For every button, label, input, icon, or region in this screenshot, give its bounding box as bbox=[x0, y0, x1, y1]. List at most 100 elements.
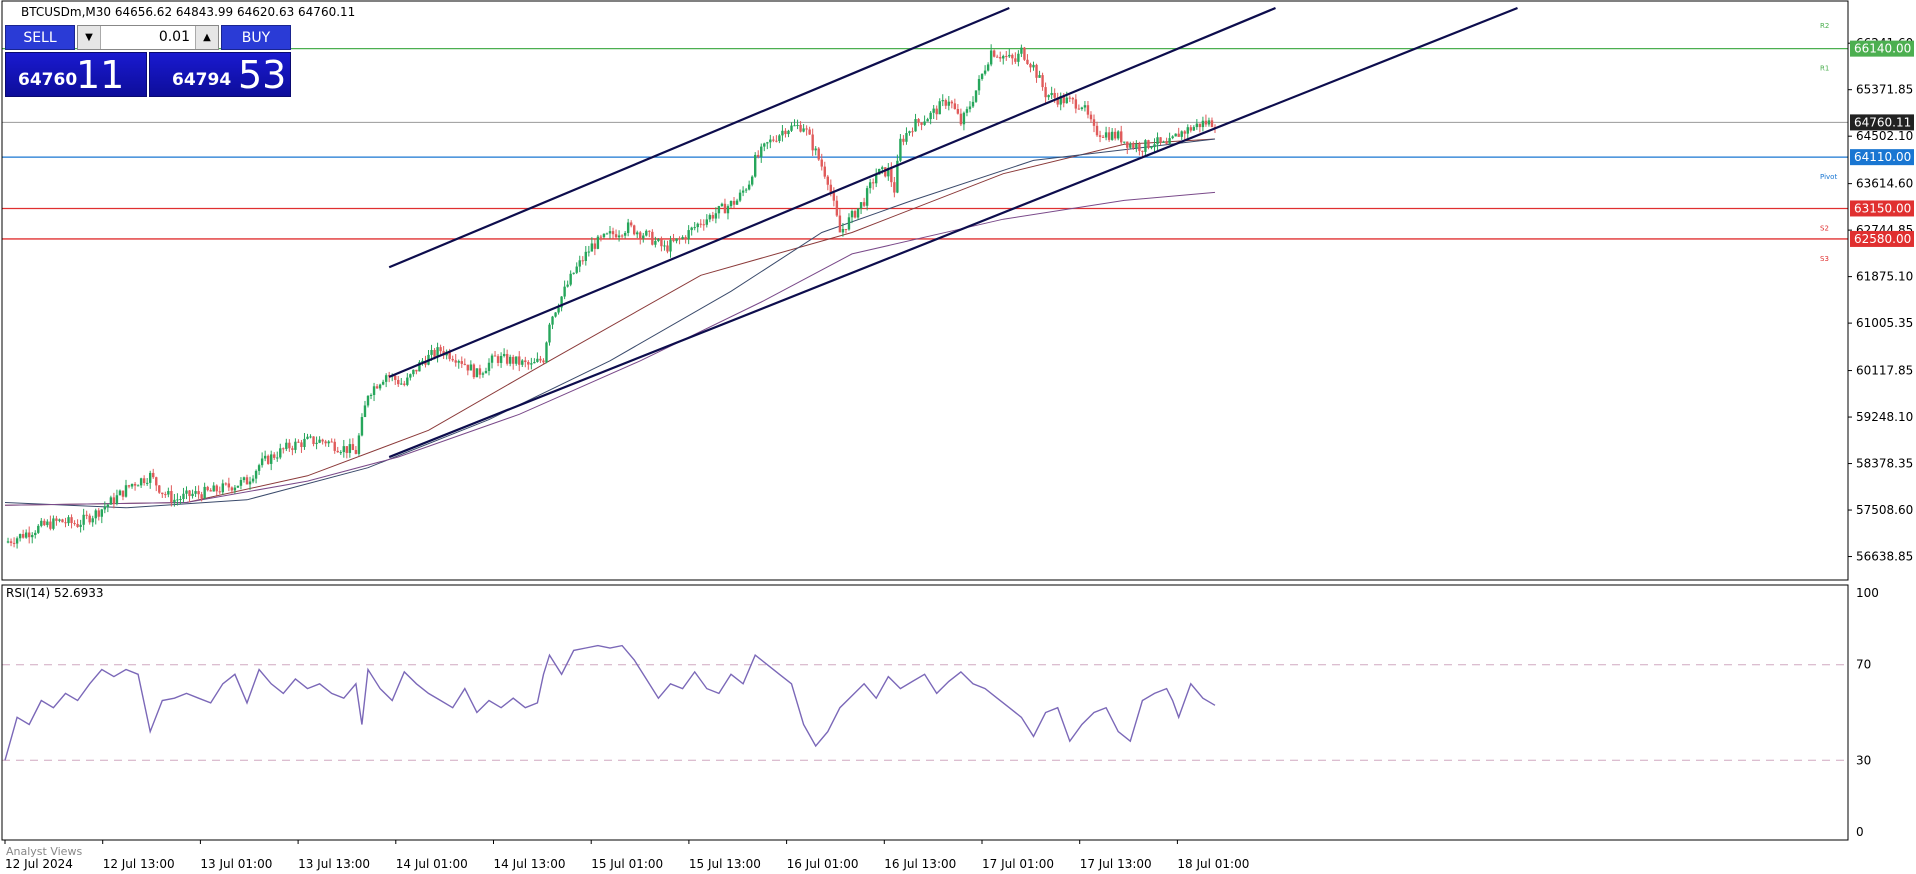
candle-body bbox=[12, 542, 16, 544]
candle-body bbox=[1110, 131, 1114, 140]
candle-body bbox=[989, 50, 993, 65]
candle-body bbox=[787, 130, 790, 135]
candle-body bbox=[533, 361, 536, 364]
candle-body bbox=[15, 538, 19, 544]
candle-body bbox=[711, 215, 715, 219]
candle-body bbox=[251, 478, 255, 482]
candle-body bbox=[696, 223, 699, 228]
candle-body bbox=[599, 236, 603, 238]
level-name-tag: R1 bbox=[1820, 65, 1829, 73]
time-axis-label: 13 Jul 01:00 bbox=[200, 857, 272, 871]
candle-body bbox=[1047, 95, 1050, 98]
price-axis-label: 58378.35 bbox=[1856, 457, 1913, 471]
sell-button[interactable]: SELL bbox=[5, 25, 75, 50]
candle-body bbox=[82, 514, 85, 525]
candle-body bbox=[956, 109, 960, 114]
candle-body bbox=[94, 510, 97, 519]
moving-average-slow bbox=[4, 191, 1216, 506]
candle-body bbox=[521, 360, 524, 365]
bid-price-button[interactable]: 64760 11 bbox=[5, 52, 147, 97]
level-price-tag-bg bbox=[1850, 200, 1914, 217]
level-price-tag: 64110.00 bbox=[1854, 150, 1911, 164]
candle-body bbox=[52, 518, 55, 529]
candle-body bbox=[152, 472, 155, 478]
buy-button[interactable]: BUY bbox=[221, 25, 291, 50]
candle-body bbox=[1086, 105, 1090, 115]
candle-body bbox=[977, 78, 981, 91]
candle-body bbox=[1147, 140, 1150, 149]
price-axis-label: 63614.60 bbox=[1856, 177, 1913, 191]
candle-body bbox=[273, 454, 276, 458]
candle-body bbox=[799, 124, 802, 132]
candle-body bbox=[170, 491, 173, 503]
candle-body bbox=[209, 490, 212, 492]
candle-body bbox=[865, 188, 869, 206]
price-pane-frame bbox=[1, 0, 1849, 581]
candle-body bbox=[6, 541, 10, 543]
candle-body bbox=[1104, 132, 1108, 138]
candle-body bbox=[61, 519, 64, 523]
candle-body bbox=[908, 131, 911, 134]
candle-body bbox=[263, 455, 267, 459]
level-price-tag-bg bbox=[1850, 230, 1914, 247]
bid-price-pips: 11 bbox=[76, 53, 125, 97]
candle-body bbox=[1095, 125, 1099, 136]
price-axis-label: 65371.85 bbox=[1856, 83, 1913, 97]
candle-body bbox=[369, 394, 373, 396]
candle-body bbox=[702, 224, 705, 226]
candle-body bbox=[811, 134, 814, 151]
candle-body bbox=[37, 525, 40, 533]
candle-body bbox=[378, 384, 382, 389]
candle-body bbox=[508, 356, 512, 364]
candle-body bbox=[527, 361, 530, 365]
candle-body bbox=[893, 182, 896, 193]
level-name-tag: S2 bbox=[1820, 224, 1829, 232]
candle-body bbox=[642, 235, 645, 239]
candle-body bbox=[1174, 133, 1177, 137]
candle-body bbox=[324, 441, 327, 444]
analyst-views-tab[interactable]: Analyst Views bbox=[6, 845, 83, 858]
candle-body bbox=[920, 122, 923, 125]
candle-body bbox=[554, 312, 557, 317]
volume-value[interactable]: 0.01 bbox=[158, 29, 190, 45]
chevron-up-icon[interactable]: ▲ bbox=[195, 26, 218, 49]
candle-body bbox=[394, 375, 397, 380]
candle-body bbox=[693, 227, 696, 229]
candle-body bbox=[70, 517, 73, 524]
candle-body bbox=[681, 237, 684, 239]
candle-body bbox=[593, 243, 597, 249]
candle-body bbox=[239, 480, 243, 486]
chevron-down-icon[interactable]: ▼ bbox=[78, 26, 101, 49]
candle-body bbox=[917, 119, 920, 123]
candle-body bbox=[1044, 87, 1047, 98]
candle-body bbox=[448, 351, 451, 359]
candle-body bbox=[1035, 64, 1038, 78]
candle-body bbox=[312, 436, 315, 445]
channel-trendline bbox=[388, 6, 1518, 459]
candle-body bbox=[563, 286, 566, 297]
candle-body bbox=[911, 131, 914, 133]
candle-body bbox=[227, 483, 231, 488]
candle-body bbox=[829, 184, 833, 193]
candle-body bbox=[155, 477, 158, 486]
level-name-tag: Pivot bbox=[1820, 173, 1837, 181]
candle-body bbox=[890, 167, 893, 183]
candle-body bbox=[406, 377, 409, 385]
candle-body bbox=[732, 201, 736, 205]
candle-body bbox=[366, 395, 370, 406]
candle-body bbox=[463, 363, 466, 365]
candle-body bbox=[309, 436, 312, 438]
candle-body bbox=[31, 535, 34, 538]
bid-price-main: 64760 bbox=[18, 70, 78, 90]
ask-price-button[interactable]: 64794 53 bbox=[149, 52, 291, 97]
candle-body bbox=[291, 448, 294, 450]
moving-average-fast bbox=[4, 138, 1216, 506]
candle-body bbox=[288, 442, 291, 449]
candle-body bbox=[1135, 144, 1138, 148]
candle-body bbox=[996, 56, 999, 58]
candle-body bbox=[493, 355, 497, 357]
candle-body bbox=[763, 143, 766, 147]
volume-field[interactable]: ▼ 0.01 ▲ bbox=[77, 25, 219, 50]
